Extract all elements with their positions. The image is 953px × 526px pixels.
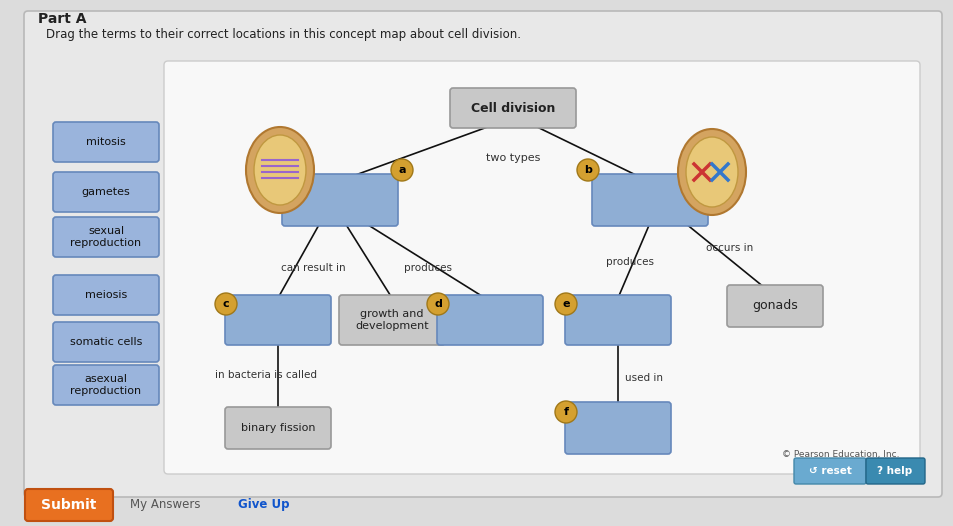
Text: e: e	[561, 299, 569, 309]
Text: can result in: can result in	[280, 263, 345, 273]
Text: a: a	[397, 165, 405, 175]
Ellipse shape	[678, 129, 745, 215]
FancyBboxPatch shape	[865, 458, 924, 484]
FancyBboxPatch shape	[164, 61, 919, 474]
FancyBboxPatch shape	[24, 11, 941, 497]
Text: sexual
reproduction: sexual reproduction	[71, 226, 141, 248]
Text: Drag the terms to their correct locations in this concept map about cell divisio: Drag the terms to their correct location…	[46, 28, 520, 41]
Text: © Pearson Education, Inc.: © Pearson Education, Inc.	[781, 450, 899, 460]
Text: meiosis: meiosis	[85, 290, 127, 300]
FancyBboxPatch shape	[793, 458, 865, 484]
Text: ? help: ? help	[877, 466, 912, 476]
FancyBboxPatch shape	[225, 295, 331, 345]
Circle shape	[577, 159, 598, 181]
Text: two types: two types	[485, 153, 539, 163]
Circle shape	[555, 401, 577, 423]
Text: b: b	[583, 165, 591, 175]
FancyBboxPatch shape	[225, 407, 331, 449]
Text: binary fission: binary fission	[240, 423, 314, 433]
Circle shape	[427, 293, 449, 315]
Circle shape	[555, 293, 577, 315]
Ellipse shape	[246, 127, 314, 213]
Text: used in: used in	[624, 373, 662, 383]
Text: ↺ reset: ↺ reset	[808, 466, 850, 476]
Text: produces: produces	[403, 263, 452, 273]
Text: occurs in: occurs in	[705, 243, 753, 253]
Circle shape	[391, 159, 413, 181]
Text: somatic cells: somatic cells	[70, 337, 142, 347]
Text: c: c	[222, 299, 229, 309]
Text: f: f	[563, 407, 568, 417]
FancyBboxPatch shape	[53, 122, 159, 162]
Text: gametes: gametes	[82, 187, 131, 197]
FancyBboxPatch shape	[338, 295, 444, 345]
FancyBboxPatch shape	[25, 489, 112, 521]
Text: Cell division: Cell division	[471, 102, 555, 115]
Circle shape	[214, 293, 236, 315]
Text: Submit: Submit	[41, 498, 96, 512]
FancyBboxPatch shape	[53, 172, 159, 212]
Text: Give Up: Give Up	[237, 499, 289, 511]
Text: asexual
reproduction: asexual reproduction	[71, 374, 141, 396]
Text: gonads: gonads	[751, 299, 797, 312]
Text: produces: produces	[605, 257, 654, 267]
FancyBboxPatch shape	[53, 275, 159, 315]
Text: growth and
development: growth and development	[355, 309, 428, 331]
FancyBboxPatch shape	[53, 322, 159, 362]
FancyBboxPatch shape	[564, 402, 670, 454]
FancyBboxPatch shape	[53, 365, 159, 405]
FancyBboxPatch shape	[282, 174, 397, 226]
Text: d: d	[434, 299, 441, 309]
FancyBboxPatch shape	[436, 295, 542, 345]
Text: My Answers: My Answers	[130, 499, 200, 511]
Ellipse shape	[685, 137, 738, 207]
FancyBboxPatch shape	[726, 285, 822, 327]
FancyBboxPatch shape	[450, 88, 576, 128]
Text: Part A: Part A	[38, 12, 87, 26]
Text: in bacteria is called: in bacteria is called	[214, 370, 316, 380]
FancyBboxPatch shape	[564, 295, 670, 345]
Text: mitosis: mitosis	[86, 137, 126, 147]
Ellipse shape	[253, 135, 306, 205]
FancyBboxPatch shape	[592, 174, 707, 226]
FancyBboxPatch shape	[53, 217, 159, 257]
